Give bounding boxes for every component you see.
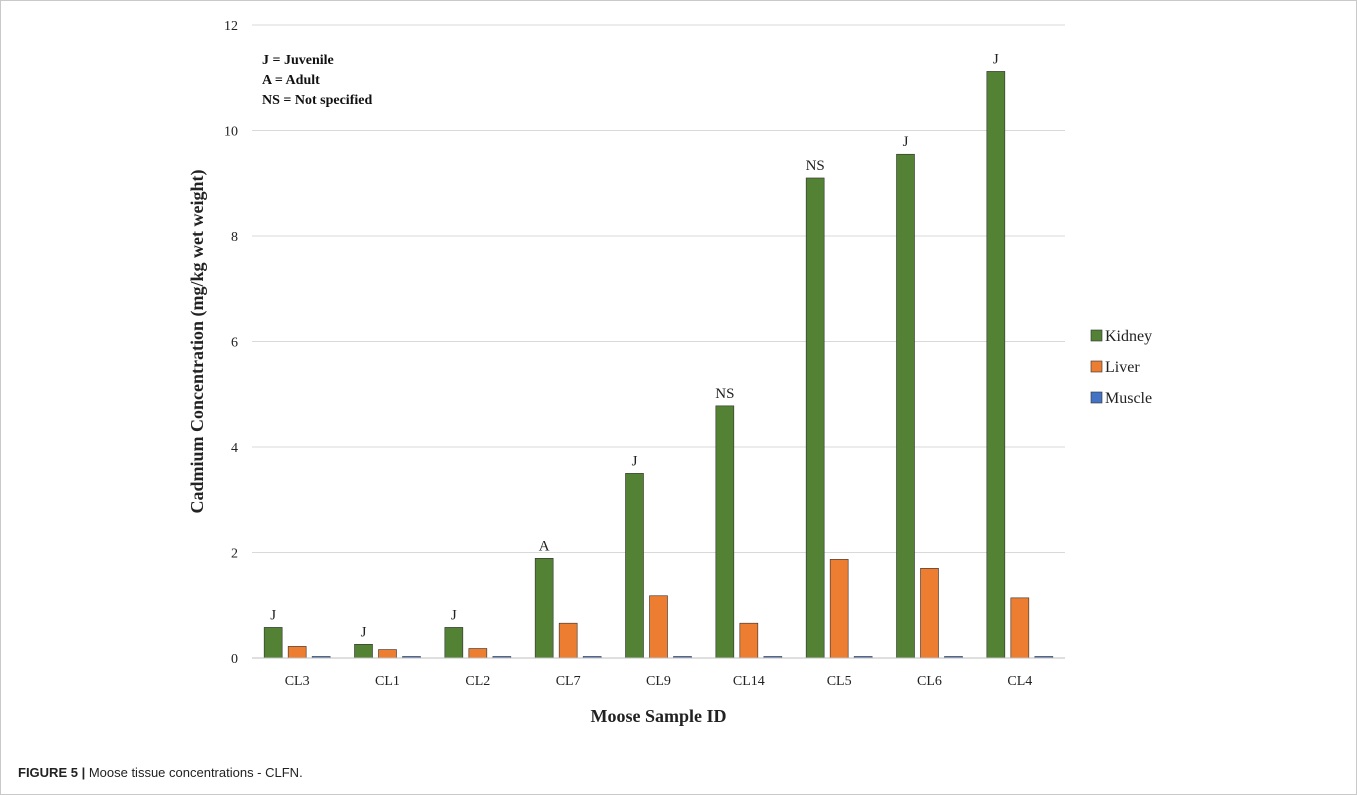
y-tick-label: 12 xyxy=(224,19,238,34)
legend-swatch-kidney xyxy=(1090,329,1103,342)
bar-age-label: J xyxy=(270,607,276,623)
bar-kidney-cl3 xyxy=(263,627,283,659)
y-axis-title: Cadmium Concentration (mg/kg wet weight) xyxy=(187,170,208,514)
legend-label-liver: Liver xyxy=(1105,359,1140,376)
x-tick-label: CL9 xyxy=(646,674,671,689)
bar-age-label: NS xyxy=(715,386,734,402)
bar-kidney-cl14 xyxy=(715,405,735,659)
bar-age-label: A xyxy=(539,538,550,554)
legend-swatch-liver xyxy=(1090,360,1103,373)
y-tick-label: 8 xyxy=(231,230,238,245)
y-tick-label: 10 xyxy=(224,125,238,140)
bar-liver-cl5 xyxy=(829,559,849,659)
bar-liver-cl9 xyxy=(649,595,668,659)
bar-age-label: J xyxy=(993,51,999,67)
legend: Kidney Liver Muscle xyxy=(1090,328,1152,407)
gridlines xyxy=(252,24,1065,553)
x-axis-ticks: CL3 CL1 CL2 CL7 CL9 CL14 CL5 CL6 CL4 xyxy=(285,674,1033,689)
bar-age-label: NS xyxy=(806,158,825,174)
bar-age-label: J xyxy=(361,624,367,640)
x-tick-label: CL2 xyxy=(465,674,490,689)
bar-kidney-cl7 xyxy=(534,558,554,659)
legend-label-kidney: Kidney xyxy=(1105,328,1152,345)
bar-chart: 0 2 4 6 8 10 12 J J J A J NS NS J J CL3 CL1 CL2 CL7 CL9 CL1… xyxy=(187,19,1152,726)
bars xyxy=(263,71,1054,659)
bar-liver-cl14 xyxy=(739,622,759,659)
bar-kidney-cl2 xyxy=(444,627,464,659)
legend-swatch-muscle xyxy=(1090,391,1103,404)
caption-label: FIGURE 5 | xyxy=(18,765,86,780)
x-tick-label: CL4 xyxy=(1007,674,1032,689)
bar-liver-cl3 xyxy=(287,646,307,659)
x-tick-label: CL6 xyxy=(917,674,942,689)
bar-kidney-cl4 xyxy=(986,71,1006,659)
bar-labels: J J J A J NS NS J J xyxy=(270,51,999,640)
bar-age-label: J xyxy=(451,607,457,623)
y-tick-label: 0 xyxy=(231,652,238,667)
bar-liver-cl7 xyxy=(558,622,578,659)
bar-kidney-cl5 xyxy=(805,177,825,659)
bar-age-label: J xyxy=(903,134,909,150)
x-tick-label: CL3 xyxy=(285,674,310,689)
bar-kidney-cl1 xyxy=(354,643,373,659)
figure-caption: FIGURE 5 | Moose tissue concentrations -… xyxy=(18,765,303,780)
caption-text: Moose tissue concentrations - CLFN. xyxy=(85,765,303,780)
y-tick-label: 2 xyxy=(231,547,238,562)
age-key-line: A = Adult xyxy=(262,73,320,88)
bar-liver-cl1 xyxy=(378,649,397,659)
x-axis-title: Moose Sample ID xyxy=(591,706,727,726)
bar-kidney-cl9 xyxy=(625,473,644,659)
y-tick-label: 4 xyxy=(231,441,238,456)
age-key-line: NS = Not specified xyxy=(262,93,372,108)
bar-kidney-cl6 xyxy=(896,153,915,659)
age-key-line: J = Juvenile xyxy=(262,53,334,68)
x-tick-label: CL5 xyxy=(827,674,852,689)
x-tick-label: CL14 xyxy=(733,674,765,689)
bar-age-label: J xyxy=(632,453,638,469)
bar-liver-cl6 xyxy=(920,568,939,659)
y-axis-ticks: 0 2 4 6 8 10 12 xyxy=(224,19,238,667)
age-key-annotation: J = Juvenile A = Adult NS = Not specified xyxy=(262,53,372,108)
x-tick-label: CL1 xyxy=(375,674,400,689)
legend-label-muscle: Muscle xyxy=(1105,390,1152,407)
x-tick-label: CL7 xyxy=(556,674,581,689)
bar-liver-cl4 xyxy=(1010,597,1030,659)
y-tick-label: 6 xyxy=(231,336,238,351)
bar-liver-cl2 xyxy=(468,648,488,659)
